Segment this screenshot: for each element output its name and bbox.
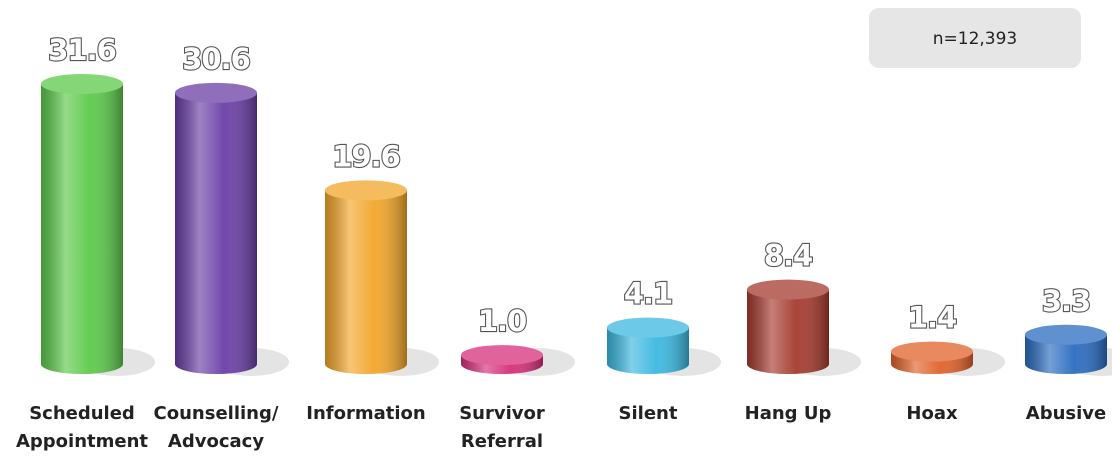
bar-top-highlight	[1025, 324, 1107, 345]
bar-top-highlight	[607, 317, 689, 338]
bar	[325, 180, 407, 374]
annotation-box	[869, 8, 1081, 68]
bar-top	[607, 317, 689, 338]
bar-top-highlight	[175, 82, 257, 103]
bar-top	[325, 180, 407, 201]
value-label: 31.6	[48, 33, 116, 67]
value-label: 1.0	[478, 304, 526, 338]
category-label: Survivor Referral	[459, 403, 545, 452]
bar-top	[41, 74, 123, 94]
bar	[41, 74, 123, 374]
annotation: n=12,393	[933, 29, 1018, 49]
category-label: Information	[306, 403, 426, 424]
value-label: 8.4	[764, 239, 812, 273]
bar-body-shade	[175, 92, 257, 365]
value-label: 3.3	[1042, 284, 1090, 318]
bar-top	[891, 341, 973, 362]
bar	[461, 345, 543, 374]
value-label: 19.6	[332, 139, 400, 173]
bar-top	[461, 345, 543, 366]
bar-top	[1025, 324, 1107, 345]
bar-top-highlight	[891, 341, 973, 362]
category-label: Scheduled Appointment	[15, 403, 149, 452]
bar	[175, 82, 257, 374]
bar	[747, 279, 829, 374]
category-label: Counselling/ Advocacy	[153, 403, 279, 452]
bar-body-shade	[41, 84, 123, 364]
value-label: 1.4	[908, 301, 956, 335]
bar-top-highlight	[461, 345, 543, 366]
bar	[1025, 324, 1107, 374]
category-label: Hang Up	[744, 403, 832, 424]
bar-top-highlight	[325, 180, 407, 201]
bar-top	[747, 279, 829, 300]
bar-body-shade	[325, 190, 407, 364]
bar-top	[175, 82, 257, 103]
bar-body-shade	[747, 289, 829, 364]
bar-top-highlight	[41, 74, 123, 94]
value-label: 4.1	[624, 277, 672, 311]
bar	[607, 317, 689, 374]
value-label: 30.6	[182, 42, 250, 76]
bar-top-highlight	[747, 279, 829, 300]
category-label: Abusive	[1025, 403, 1107, 424]
category-label: Silent	[618, 403, 678, 424]
category-label: Hoax	[906, 403, 958, 424]
bar	[891, 341, 973, 374]
